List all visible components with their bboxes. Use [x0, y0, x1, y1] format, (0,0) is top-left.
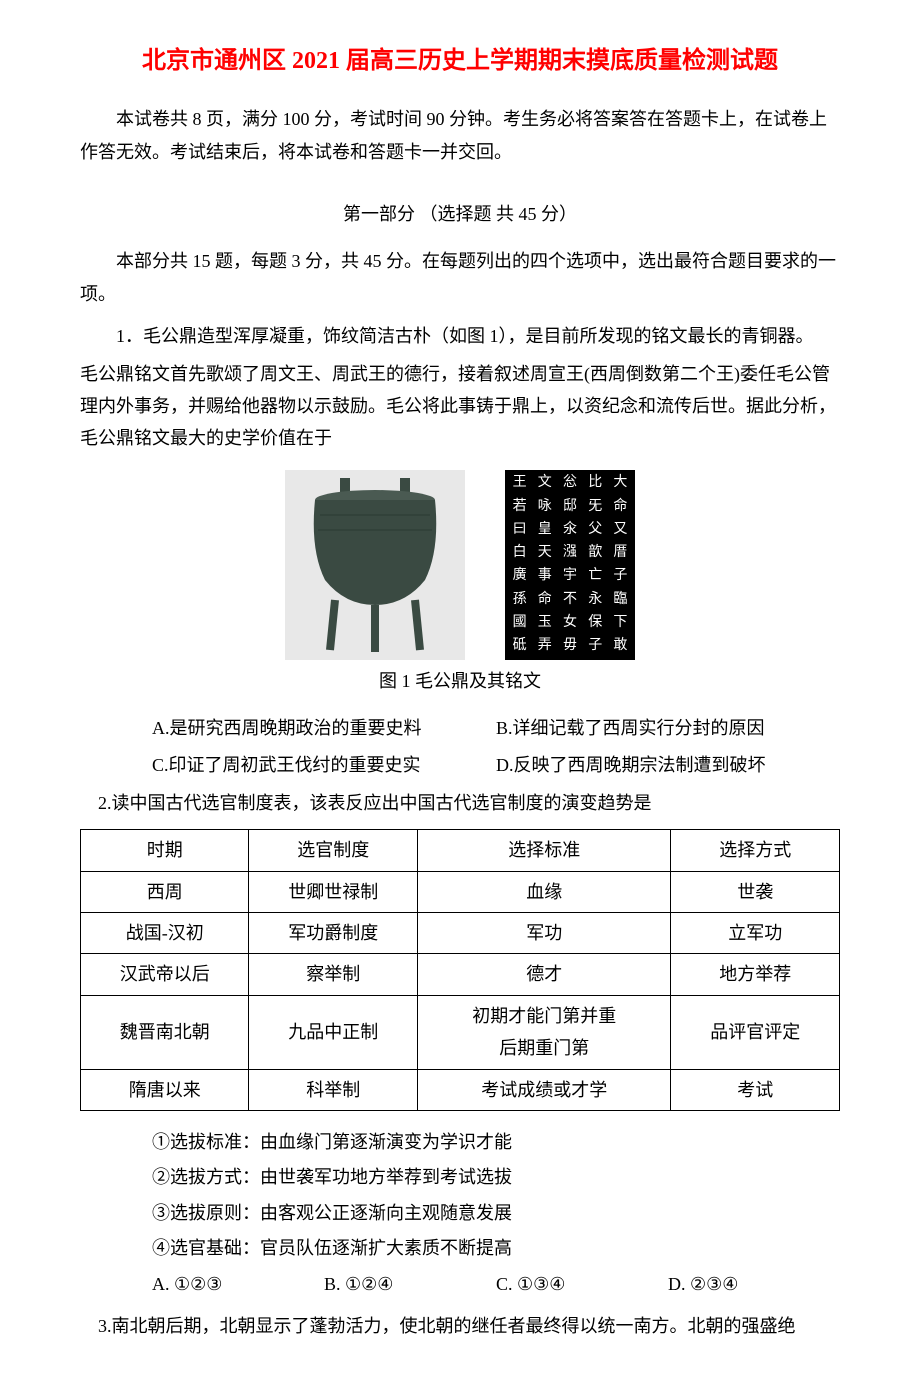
table-cell: 九品中正制	[249, 995, 417, 1069]
inscription-char: 命	[533, 589, 556, 610]
inscription-char: 大	[609, 473, 632, 494]
inscription-char: 不	[558, 589, 581, 610]
page-title: 北京市通州区 2021 届高三历史上学期期末摸底质量检测试题	[80, 40, 840, 83]
table-cell: 军功爵制度	[249, 913, 417, 954]
inscription-char: 子	[584, 635, 607, 656]
inscription-char: 又	[609, 519, 632, 540]
inscription-char: 敢	[609, 635, 632, 656]
ding-image	[285, 470, 465, 660]
table-cell: 初期才能门第并重后期重门第	[417, 995, 671, 1069]
inscription-char: 砥	[508, 635, 531, 656]
table-cell: 科举制	[249, 1069, 417, 1110]
q1-option-b: B.详细记载了西周实行分封的原因	[496, 712, 840, 744]
q1-option-c: C.印证了周初武王伐纣的重要史实	[152, 749, 496, 781]
inscription-char: 宇	[558, 566, 581, 587]
inscription-char: 弄	[533, 635, 556, 656]
inscription-char: 若	[508, 496, 531, 517]
q2-items: ①选拔标准：由血缘门第逐渐演变为学识才能 ②选拔方式：由世袭军功地方举荐到考试选…	[152, 1126, 840, 1265]
inscription-char: 咏	[533, 496, 556, 517]
inscription-char: 漒	[558, 542, 581, 563]
inscription-char: 皇	[533, 519, 556, 540]
q1-option-a: A.是研究西周晚期政治的重要史料	[152, 712, 496, 744]
table-row: 汉武帝以后察举制德才地方举荐	[81, 954, 840, 995]
selection-system-table: 时期 选官制度 选择标准 选择方式 西周世卿世禄制血缘世袭战国-汉初军功爵制度军…	[80, 829, 840, 1111]
table-cell: 品评官评定	[671, 995, 840, 1069]
inscription-char: 曰	[508, 519, 531, 540]
table-header: 选择方式	[671, 830, 840, 871]
q1-option-d: D.反映了西周晚期宗法制遭到破坏	[496, 749, 840, 781]
table-cell: 察举制	[249, 954, 417, 995]
inscription-char: 氽	[558, 519, 581, 540]
table-cell: 隋唐以来	[81, 1069, 249, 1110]
inscription-char: 孫	[508, 589, 531, 610]
q3-text: 3.南北朝后期，北朝显示了蓬勃活力，使北朝的继任者最终得以统一南方。北朝的强盛绝	[98, 1310, 840, 1342]
q2-item1: ①选拔标准：由血缘门第逐渐演变为学识才能	[152, 1126, 840, 1158]
q1-line2: 毛公鼎铭文首先歌颂了周文王、周武王的德行，接着叙述周宣王(西周倒数第二个王)委任…	[80, 358, 840, 455]
inscription-char: 白	[508, 542, 531, 563]
table-cell: 西周	[81, 871, 249, 912]
inscription-char: 文	[533, 473, 556, 494]
table-cell: 魏晋南北朝	[81, 995, 249, 1069]
q2-option-b: B. ①②④	[324, 1268, 496, 1300]
table-row: 战国-汉初军功爵制度军功立军功	[81, 913, 840, 954]
table-row: 魏晋南北朝九品中正制初期才能门第并重后期重门第品评官评定	[81, 995, 840, 1069]
inscription-char: 命	[609, 496, 632, 517]
table-header: 时期	[81, 830, 249, 871]
table-cell: 世袭	[671, 871, 840, 912]
table-cell: 世卿世禄制	[249, 871, 417, 912]
inscription-char: 邸	[558, 496, 581, 517]
inscription-char: 子	[609, 566, 632, 587]
inscription-image: 王文忩比大若咏邸旡命曰皇氽父又白天漒歆厝廣事宇亡子孫命不永臨國玉女保下砥弄毋子敢	[505, 470, 635, 660]
table-cell: 军功	[417, 913, 671, 954]
inscription-char: 玉	[533, 612, 556, 633]
table-cell: 战国-汉初	[81, 913, 249, 954]
table-header: 选择标准	[417, 830, 671, 871]
q2-options: A. ①②③ B. ①②④ C. ①③④ D. ②③④	[152, 1268, 840, 1300]
inscription-char: 事	[533, 566, 556, 587]
inscription-char: 臨	[609, 589, 632, 610]
inscription-char: 忩	[558, 473, 581, 494]
q2-intro: 2.读中国古代选官制度表，该表反应出中国古代选官制度的演变趋势是	[98, 787, 840, 819]
inscription-char: 厝	[609, 542, 632, 563]
table-cell: 立军功	[671, 913, 840, 954]
inscription-char: 女	[558, 612, 581, 633]
inscription-char: 歆	[584, 542, 607, 563]
q2-option-a: A. ①②③	[152, 1268, 324, 1300]
q2-item3: ③选拔原则：由客观公正逐渐向主观随意发展	[152, 1197, 840, 1229]
q2-option-d: D. ②③④	[668, 1268, 840, 1300]
table-row: 西周世卿世禄制血缘世袭	[81, 871, 840, 912]
instructions: 本部分共 15 题，每题 3 分，共 45 分。在每题列出的四个选项中，选出最符…	[80, 245, 840, 310]
table-cell: 德才	[417, 954, 671, 995]
inscription-char: 下	[609, 612, 632, 633]
intro-text: 本试卷共 8 页，满分 100 分，考试时间 90 分钟。考生务必将答案答在答题…	[80, 103, 840, 168]
inscription-char: 毋	[558, 635, 581, 656]
figure-row: 王文忩比大若咏邸旡命曰皇氽父又白天漒歆厝廣事宇亡子孫命不永臨國玉女保下砥弄毋子敢	[80, 470, 840, 660]
table-header-row: 时期 选官制度 选择标准 选择方式	[81, 830, 840, 871]
table-cell: 考试	[671, 1069, 840, 1110]
inscription-char: 亡	[584, 566, 607, 587]
inscription-char: 比	[584, 473, 607, 494]
inscription-char: 國	[508, 612, 531, 633]
inscription-char: 王	[508, 473, 531, 494]
inscription-char: 永	[584, 589, 607, 610]
table-cell: 地方举荐	[671, 954, 840, 995]
table-cell: 血缘	[417, 871, 671, 912]
table-header: 选官制度	[249, 830, 417, 871]
q2-item2: ②选拔方式：由世袭军功地方举荐到考试选拔	[152, 1161, 840, 1193]
table-cell: 汉武帝以后	[81, 954, 249, 995]
section-header: 第一部分 （选择题 共 45 分）	[80, 198, 840, 230]
table-row: 隋唐以来科举制考试成绩或才学考试	[81, 1069, 840, 1110]
inscription-char: 天	[533, 542, 556, 563]
inscription-char: 旡	[584, 496, 607, 517]
figure-caption: 图 1 毛公鼎及其铭文	[80, 665, 840, 697]
inscription-char: 廣	[508, 566, 531, 587]
table-cell: 考试成绩或才学	[417, 1069, 671, 1110]
inscription-char: 父	[584, 519, 607, 540]
q1-options-row2: C.印证了周初武王伐纣的重要史实 D.反映了西周晚期宗法制遭到破坏	[152, 749, 840, 781]
q1-line1: 1．毛公鼎造型浑厚凝重，饰纹简洁古朴（如图 1），是目前所发现的铭文最长的青铜器…	[80, 320, 840, 352]
q1-options-row1: A.是研究西周晚期政治的重要史料 B.详细记载了西周实行分封的原因	[152, 712, 840, 744]
inscription-char: 保	[584, 612, 607, 633]
q2-option-c: C. ①③④	[496, 1268, 668, 1300]
q2-item4: ④选官基础：官员队伍逐渐扩大素质不断提高	[152, 1232, 840, 1264]
